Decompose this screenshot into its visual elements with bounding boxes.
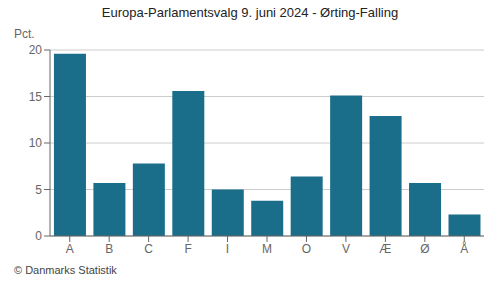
html-text:Europa-Parlamentsvalg 9. juni: Europa-Parlamentsvalg 9. juni 2024 - Ørt… (101, 5, 399, 20)
svg-text:F: F (184, 242, 191, 256)
svg-text:M: M (262, 242, 272, 256)
svg-text:Å: Å (460, 241, 468, 256)
svg-text:B: B (105, 242, 113, 256)
svg-text:5: 5 (35, 183, 42, 197)
html-text:© Danmarks Statistik: © Danmarks Statistik (14, 264, 117, 276)
svg-text:Æ: Æ (379, 242, 391, 256)
svg-text:I: I (226, 242, 229, 256)
svg-text:V: V (342, 242, 350, 256)
svg-text:C: C (144, 242, 153, 256)
svg-text:15: 15 (29, 90, 43, 104)
svg-text:10: 10 (29, 136, 43, 150)
svg-text:A: A (66, 242, 74, 256)
svg-text:O: O (302, 242, 311, 256)
svg-text:Ø: Ø (420, 242, 429, 256)
svg-text:0: 0 (35, 229, 42, 243)
svg-text:20: 20 (29, 43, 43, 57)
html-text:Pct.: Pct. (14, 27, 35, 41)
